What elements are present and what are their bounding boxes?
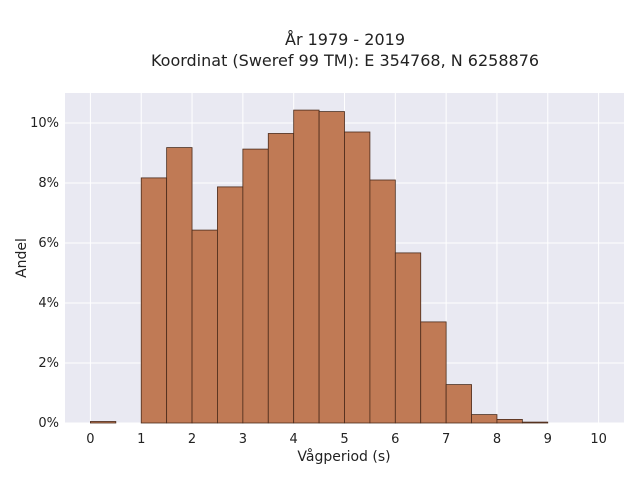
x-tick-label: 5 bbox=[340, 432, 348, 447]
x-tick-label: 6 bbox=[391, 432, 399, 447]
histogram-bar bbox=[140, 177, 168, 424]
x-tick-label: 0 bbox=[86, 432, 94, 447]
histogram-bar bbox=[217, 186, 244, 424]
histogram-bar bbox=[420, 321, 447, 424]
histogram-bar bbox=[344, 131, 371, 424]
x-tick-label: 7 bbox=[442, 432, 450, 447]
x-tick-labels: 0 1 2 3 4 5 6 7 8 9 10 bbox=[86, 432, 607, 447]
histogram-bar bbox=[191, 229, 218, 424]
x-tick-label: 4 bbox=[290, 432, 298, 447]
histogram-bar bbox=[521, 421, 549, 424]
histogram-bar bbox=[496, 418, 523, 424]
histogram-bar bbox=[166, 147, 193, 424]
histogram-bar bbox=[318, 111, 345, 424]
histogram-bar bbox=[293, 109, 320, 424]
x-tick-label: 8 bbox=[493, 432, 501, 447]
x-tick-label: 3 bbox=[239, 432, 247, 447]
histogram-bar bbox=[369, 179, 396, 424]
x-tick-label: 9 bbox=[544, 432, 552, 447]
x-tick-label: 1 bbox=[137, 432, 145, 447]
y-tick-labels: 0% 2% 4% 6% 8% 10% bbox=[30, 116, 59, 431]
y-tick-label: 2% bbox=[38, 356, 59, 371]
histogram-bar bbox=[445, 384, 472, 424]
histogram-bar bbox=[242, 148, 269, 424]
x-tick-label: 10 bbox=[590, 432, 607, 447]
y-tick-label: 8% bbox=[38, 176, 59, 191]
chart-title-line2: Koordinat (Sweref 99 TM): E 354768, N 62… bbox=[151, 51, 539, 70]
histogram-bar bbox=[90, 421, 117, 424]
y-tick-label: 4% bbox=[38, 296, 59, 311]
histogram-bar bbox=[394, 252, 422, 424]
bars bbox=[90, 109, 549, 424]
y-axis-label: Andel bbox=[14, 238, 30, 278]
x-tick-label: 2 bbox=[188, 432, 196, 447]
y-tick-label: 6% bbox=[38, 236, 59, 251]
histogram-bar bbox=[267, 133, 295, 424]
y-tick-label: 0% bbox=[38, 416, 59, 431]
histogram-bar bbox=[471, 414, 498, 424]
x-axis-label: Vågperiod (s) bbox=[297, 448, 390, 465]
y-tick-label: 10% bbox=[30, 116, 59, 131]
chart-title-line1: År 1979 - 2019 bbox=[285, 30, 405, 49]
